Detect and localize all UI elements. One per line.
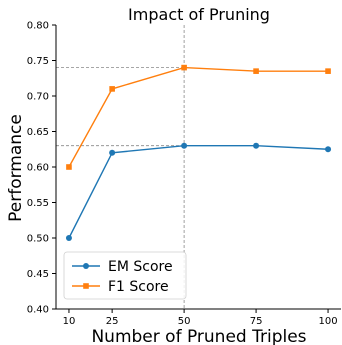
y-tick-label: 0.65 [27, 127, 49, 138]
em-score-point [181, 142, 188, 149]
f1-score-line [68, 66, 329, 168]
legend-label-em-score: EM Score [108, 259, 173, 275]
y-tick-label: 0.80 [27, 21, 49, 32]
y-tick-label: 0.75 [27, 56, 49, 67]
em-score-line [68, 144, 329, 239]
f1-score-point [66, 164, 72, 170]
x-tick-label: 10 [63, 316, 76, 327]
y-tick-label: 0.70 [27, 92, 49, 103]
y-tick-label: 0.40 [27, 305, 49, 316]
legend: EM Score F1 Score [63, 251, 187, 300]
f1-score-point [253, 68, 259, 74]
x-tick-label: 75 [250, 316, 263, 327]
legend-label-f1-score: F1 Score [108, 279, 169, 295]
legend-marker-em-score [83, 263, 89, 269]
em-score-point [65, 235, 72, 241]
axes: 0.40 0.45 0.50 0.55 0.60 0.65 0.70 0.75 0.80 10 25… [27, 21, 341, 327]
y-tick-label: 0.60 [27, 163, 49, 174]
x-tick-label: 25 [106, 316, 119, 327]
f1-score-point [325, 68, 331, 74]
y-tick-label: 0.55 [27, 198, 49, 209]
x-tick-label: 50 [178, 316, 191, 327]
em-score-point [325, 146, 332, 153]
x-axis-label: Number of Pruned Triples [91, 327, 306, 345]
y-tick-label: 0.45 [27, 269, 49, 280]
em-score-point [253, 142, 260, 149]
f1-score-point [181, 64, 187, 71]
legend-marker-f1-score [83, 283, 89, 289]
x-tick-label: 100 [318, 316, 337, 327]
series [65, 64, 332, 241]
chart-title: Impact of Pruning [128, 5, 270, 24]
y-tick-label: 0.50 [27, 234, 49, 245]
y-axis-label: Performance [6, 114, 26, 222]
legend-box [63, 251, 187, 300]
em-score-point [109, 149, 116, 156]
f1-score-point [109, 86, 115, 92]
